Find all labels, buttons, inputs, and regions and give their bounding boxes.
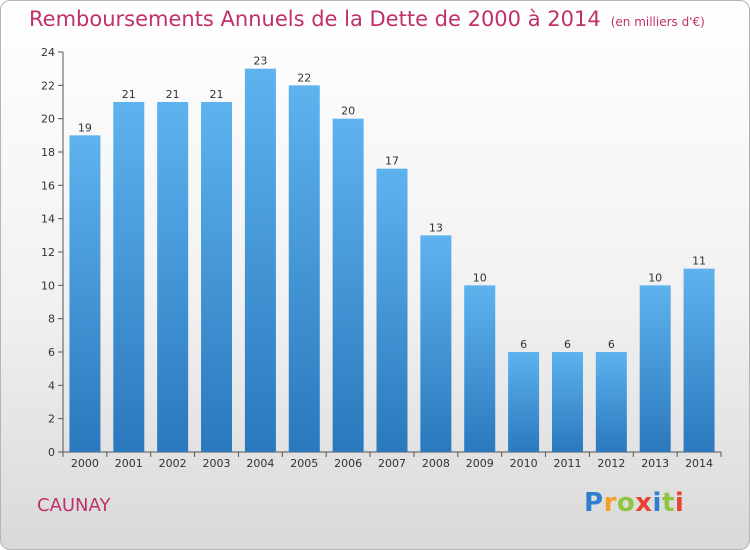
- y-tick-label: 8: [48, 313, 55, 326]
- data-labels: 19 21 21 21 23 22 20 17 13 10 6 6 6 10 11: [78, 55, 706, 351]
- chart-title-text: Remboursements Annuels de la Dette de 20…: [29, 7, 601, 31]
- y-tick-label: 14: [41, 213, 55, 226]
- data-label: 23: [253, 55, 267, 68]
- x-tick-label: 2002: [159, 457, 187, 470]
- bar: [420, 235, 452, 452]
- bar: [595, 352, 627, 452]
- logo-letter: r: [603, 488, 617, 518]
- x-tick-label: 2001: [115, 457, 143, 470]
- data-label: 17: [385, 155, 399, 168]
- y-tick-label: 16: [41, 179, 55, 192]
- bar: [683, 268, 715, 452]
- bar: [69, 135, 101, 453]
- y-tick-label: 2: [48, 413, 55, 426]
- bar: [639, 285, 671, 452]
- x-tick-label: 2012: [597, 457, 625, 470]
- chart-unit: (en milliers d'€): [610, 15, 705, 29]
- y-tick-label: 12: [41, 246, 55, 259]
- data-label: 21: [166, 88, 180, 101]
- logo-letter: i: [674, 488, 685, 518]
- x-tick-label: 2006: [334, 457, 362, 470]
- data-label: 10: [648, 271, 662, 284]
- data-label: 22: [297, 71, 311, 84]
- y-tick-label: 18: [41, 146, 55, 159]
- y-tick-label: 4: [48, 379, 55, 392]
- x-tick-label: 2005: [290, 457, 318, 470]
- bar: [244, 68, 276, 453]
- x-tick-label: 2004: [246, 457, 274, 470]
- logo-letter: o: [616, 488, 636, 518]
- data-label: 21: [210, 88, 224, 101]
- bar: [464, 285, 496, 452]
- bar: [551, 352, 583, 452]
- bars: [69, 68, 715, 453]
- bar: [113, 102, 145, 452]
- data-label: 10: [473, 271, 487, 284]
- bar: [508, 352, 540, 452]
- bar: [288, 85, 320, 452]
- data-label: 20: [341, 105, 355, 118]
- x-tick-label: 2007: [378, 457, 406, 470]
- data-label: 6: [608, 338, 615, 351]
- x-tick-label: 2008: [422, 457, 450, 470]
- y-tick-label: 6: [48, 346, 55, 359]
- logo-letter: i: [652, 488, 662, 518]
- data-label: 21: [122, 88, 136, 101]
- data-label: 13: [429, 221, 443, 234]
- chart-title: Remboursements Annuels de la Dette de 20…: [29, 7, 705, 31]
- x-tick-label: 2013: [641, 457, 669, 470]
- x-tick-label: 2000: [71, 457, 99, 470]
- y-tick-label: 24: [41, 46, 55, 59]
- logo-letter: P: [584, 488, 604, 518]
- y-tick-label: 10: [41, 279, 55, 292]
- x-tick-label: 2014: [685, 457, 713, 470]
- x-tick-label: 2003: [203, 457, 231, 470]
- x-tick-label: 2009: [466, 457, 494, 470]
- y-tick-label: 22: [41, 79, 55, 92]
- y-tick-label: 20: [41, 113, 55, 126]
- data-label: 6: [564, 338, 571, 351]
- data-label: 6: [520, 338, 527, 351]
- bar: [157, 102, 189, 452]
- x-tick-label: 2010: [510, 457, 538, 470]
- data-label: 19: [78, 121, 92, 134]
- bar: [201, 102, 233, 452]
- bar: [376, 168, 408, 452]
- logo-letter: x: [635, 488, 653, 518]
- y-tick-label: 0: [48, 446, 55, 459]
- data-label: 11: [692, 255, 706, 268]
- bar: [332, 118, 364, 453]
- proxiti-logo: Proxiti: [584, 488, 684, 518]
- x-tick-label: 2011: [553, 457, 581, 470]
- logo-letter: t: [661, 488, 675, 518]
- commune-name: CAUNAY: [37, 495, 111, 516]
